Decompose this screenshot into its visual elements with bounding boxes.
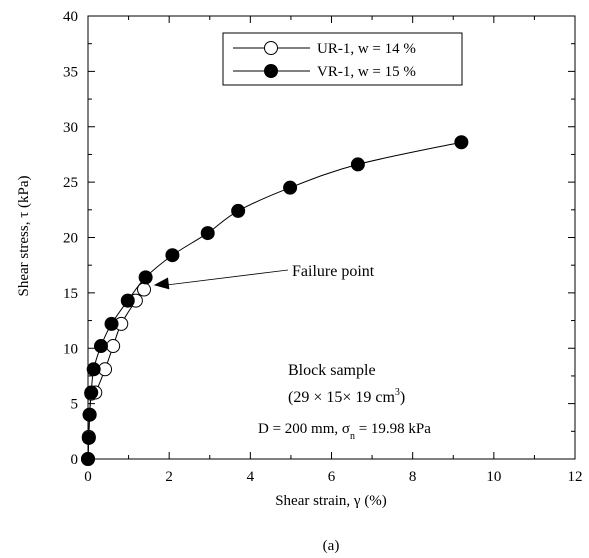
x-tick-label: 12 (568, 469, 583, 485)
vr1-data-point (283, 180, 298, 195)
series-curves (87, 141, 462, 460)
vr1-data-point (138, 270, 153, 285)
x-tick-label: 0 (84, 469, 92, 485)
y-tick-label: 25 (63, 175, 78, 191)
test-parameters: D = 200 mm, σn = 19.98 kPa (258, 421, 431, 442)
vr1-data-point (93, 339, 108, 354)
x-tick-label: 4 (247, 469, 255, 485)
legend-marker-vr1 (264, 64, 278, 78)
legend-marker-ur1 (264, 41, 278, 55)
legend-label-vr1: VR-1, w = 15 % (317, 64, 416, 80)
legend-label-ur1: UR-1, w = 14 % (317, 41, 416, 57)
y-tick-label: 30 (63, 120, 78, 136)
y-axis-label: Shear stress, τ (kPa) (16, 175, 32, 296)
failure-point-annotation: Failure point (153, 263, 375, 290)
y-tick-label: 35 (63, 64, 78, 80)
x-tick-label: 6 (328, 469, 336, 485)
vr1-data-point (81, 430, 96, 445)
y-tick-label: 20 (63, 231, 78, 247)
failure-leader-line (165, 269, 289, 286)
block-dim-close: ) (400, 389, 405, 406)
failure-point-label: Failure point (292, 263, 375, 280)
vr1-data-point (84, 385, 99, 400)
params-subscript: n (350, 431, 355, 442)
vr1-data-point (86, 362, 101, 377)
data-points (81, 135, 469, 466)
vr1-data-point (104, 316, 119, 331)
ur1-data-point (137, 282, 152, 297)
x-tick-label: 2 (165, 469, 173, 485)
x-tick-labels: 0 2 4 6 8 10 12 (84, 469, 582, 485)
vr1-data-point (231, 203, 246, 218)
y-tick-label: 10 (63, 341, 78, 357)
vr1-data-point (350, 157, 365, 172)
params-text: D = 200 mm, σ (258, 421, 350, 437)
block-sample-label: Block sample (288, 362, 376, 379)
block-sample-dimensions: (29 × 15× 19 cm3) (288, 387, 405, 406)
vr1-data-point (165, 248, 180, 263)
y-tick-label: 40 (63, 9, 78, 25)
plot-frame (87, 15, 576, 460)
legend-box (222, 32, 463, 86)
failure-arrowhead (153, 277, 170, 290)
y-tick-label: 0 (71, 452, 79, 468)
x-axis-label-symbol: γ (353, 493, 361, 509)
x-axis-label-unit: (%) (361, 493, 387, 509)
x-axis-label: Shear strain, γ (%) (275, 493, 387, 509)
y-axis-label-symbol: τ (16, 212, 32, 218)
legend: UR-1, w = 14 % VR-1, w = 15 % (222, 32, 463, 86)
figure-caption: (a) (323, 538, 340, 554)
x-axis-label-prefix: Shear strain, (275, 493, 354, 509)
ur1-data-point (106, 339, 121, 354)
vr1-data-point (454, 135, 469, 150)
vr1-data-point (120, 293, 135, 308)
x-tick-label: 8 (409, 469, 417, 485)
params-value: = 19.98 kPa (355, 421, 431, 437)
y-tick-labels: 0 5 10 15 20 25 30 35 40 (63, 9, 78, 468)
y-tick-label: 15 (63, 286, 78, 302)
series-curve-2 (87, 141, 462, 460)
block-dim-superscript: 3 (395, 387, 400, 398)
y-tick-label: 5 (71, 397, 79, 413)
y-axis-label-unit: (kPa) (16, 175, 32, 211)
vr1-data-point (200, 226, 215, 241)
y-axis-label-prefix: Shear stress, (16, 218, 32, 297)
block-dim-text: (29 × 15× 19 cm (288, 389, 395, 406)
x-tick-label: 10 (486, 469, 501, 485)
vr1-data-point (82, 407, 97, 422)
